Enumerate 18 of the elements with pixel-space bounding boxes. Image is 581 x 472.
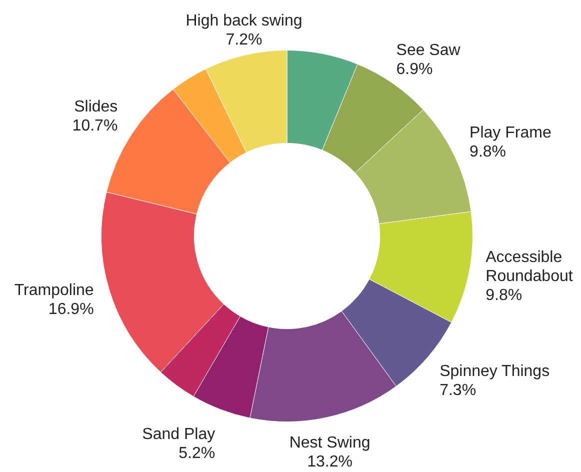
- data-label: 9.8%: [486, 287, 522, 304]
- slice-label: High back swing: [186, 12, 302, 30]
- slice-label: See Saw: [396, 42, 461, 59]
- data-label: 5.2%: [178, 444, 216, 462]
- slice-label: Nest Swing: [289, 434, 370, 452]
- data-label: 10.7%: [72, 117, 118, 134]
- slice-label: Spinney Things: [440, 362, 550, 380]
- slice-label: Sand Play: [142, 426, 216, 443]
- slice-label: Play Frame: [470, 124, 552, 142]
- data-label: 7.2%: [226, 32, 262, 49]
- data-label: 16.9%: [48, 300, 94, 318]
- data-label: 6.9%: [396, 60, 433, 78]
- data-label: 7.3%: [440, 382, 476, 399]
- slice-label: Trampoline: [14, 282, 94, 299]
- data-label: 13.2%: [307, 454, 352, 471]
- slice-label: Slides: [74, 98, 118, 116]
- data-label: 9.8%: [470, 143, 506, 160]
- slice-label: Accessible Roundabout: [486, 249, 574, 286]
